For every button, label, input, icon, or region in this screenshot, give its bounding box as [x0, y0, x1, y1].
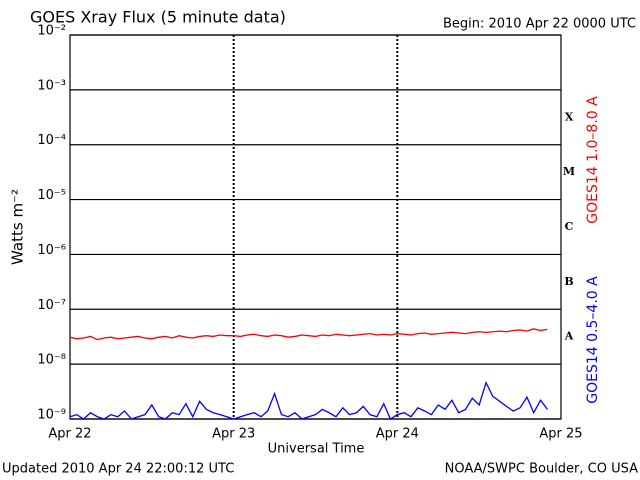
flare-class-label: C [565, 220, 574, 233]
chart-title: GOES Xray Flux (5 minute data) [30, 8, 286, 27]
flare-class-label: M [563, 165, 575, 178]
flare-class-label: X [565, 110, 574, 123]
x-tick-label: Apr 24 [376, 427, 419, 442]
x-tick-label: Apr 25 [539, 427, 582, 442]
y-tick-label: 10⁻⁶ [37, 243, 66, 258]
footer-left: Updated 2010 Apr 24 22:00:12 UTC [2, 462, 234, 477]
x-tick-label: Apr 23 [212, 427, 255, 442]
series-line [69, 380, 548, 420]
y-tick-label: 10⁻⁸ [37, 353, 66, 368]
series-line [69, 328, 548, 341]
x-tick-label: Apr 22 [48, 427, 91, 442]
flare-class-label: A [564, 330, 574, 343]
legend-label: GOES14 1.0–8.0 A [585, 96, 601, 224]
x-axis-label: Universal Time [268, 442, 365, 457]
footer-right: NOAA/SWPC Boulder, CO USA [445, 462, 638, 477]
flare-class-label: B [564, 275, 573, 288]
y-tick-label: 10⁻⁹ [37, 408, 66, 423]
legend-label: GOES14 0.5–4.0 A [585, 276, 601, 404]
y-tick-label: 10⁻² [37, 24, 66, 39]
chart-subtitle: Begin: 2010 Apr 22 0000 UTC [443, 17, 636, 32]
y-tick-label: 10⁻⁷ [37, 298, 66, 313]
y-tick-label: 10⁻⁵ [37, 188, 66, 203]
y-axis-label: Watts m⁻² [9, 189, 27, 265]
y-tick-label: 10⁻³ [37, 78, 66, 93]
y-tick-label: 10⁻⁴ [37, 133, 66, 148]
